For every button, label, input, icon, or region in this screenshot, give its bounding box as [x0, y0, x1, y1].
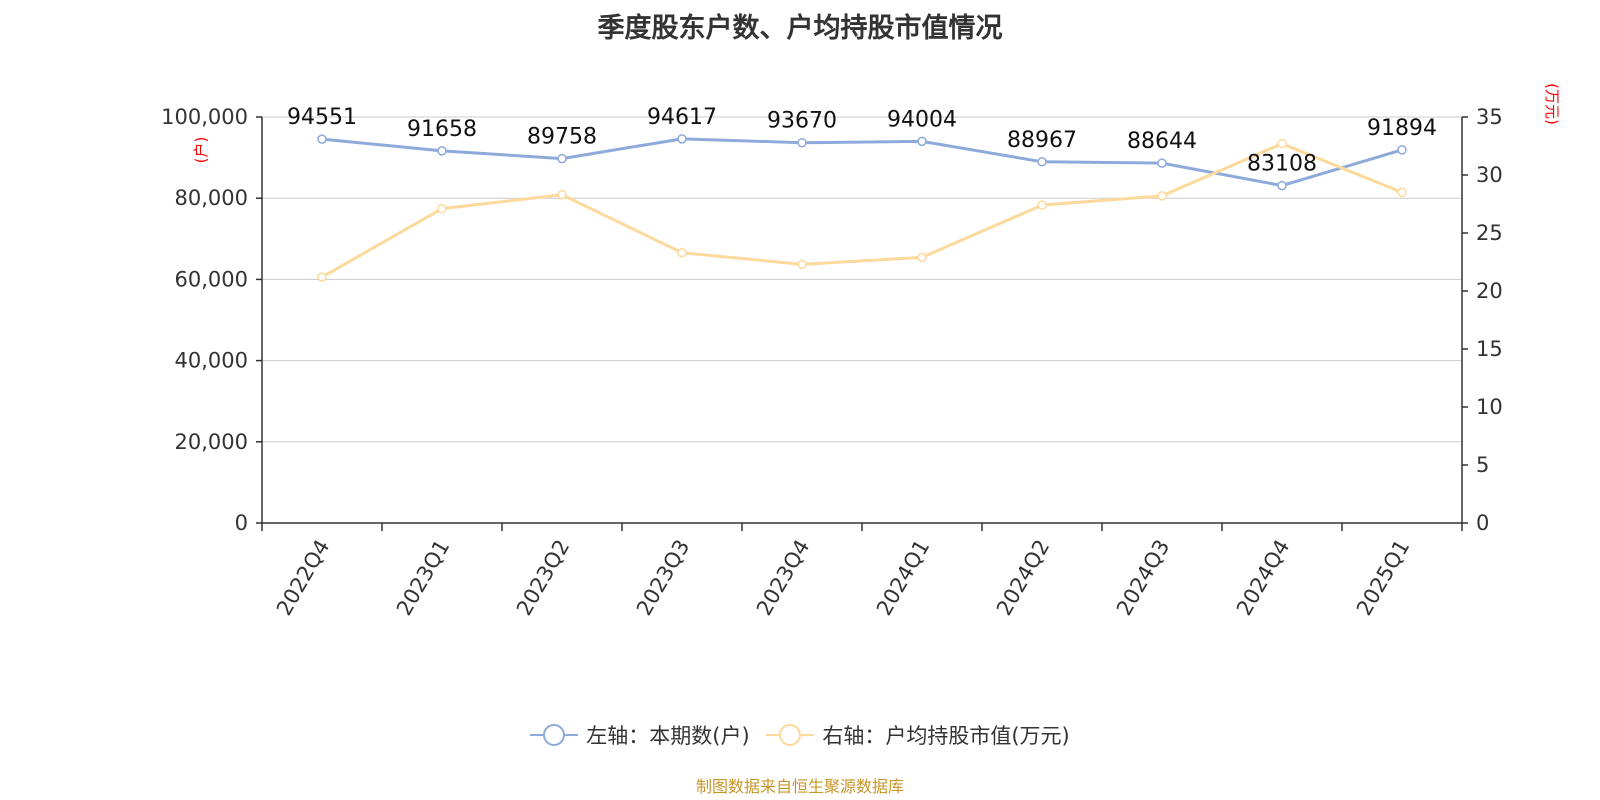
x-axis-category-label: 2022Q4	[272, 536, 334, 620]
value-data-point	[557, 189, 567, 200]
holders-data-label: 94551	[287, 105, 357, 130]
data-labels: 94551 91658 89758 94617 93670 94004 88967 88644…	[287, 105, 1437, 177]
x-axis-category-label: 2023Q3	[632, 536, 694, 620]
holders-data-point	[1397, 145, 1407, 155]
right-axis-tick-label: 0	[1476, 511, 1489, 535]
right-axis-tick-label: 15	[1476, 337, 1503, 361]
legend-item-holders[interactable]: 左轴：本期数(户)	[530, 720, 750, 750]
legend-value-marker-icon	[766, 724, 815, 746]
legend-value-label: 右轴：户均持股市值(万元)	[822, 724, 1070, 748]
chart-title: 季度股东户数、户均持股市值情况	[597, 13, 1003, 44]
holders-data-label: 88644	[1127, 129, 1197, 154]
value-data-point	[797, 259, 807, 270]
left-axis-tick-label: 40,000	[175, 349, 248, 373]
left-axis-tick-label: 0	[235, 511, 248, 535]
holders-data-label: 83108	[1247, 152, 1317, 177]
holders-data-label: 88967	[1007, 128, 1077, 153]
holders-data-point	[677, 134, 687, 144]
right-axis-tick-label: 25	[1476, 221, 1503, 245]
x-axis-category-label: 2024Q2	[992, 536, 1054, 620]
right-axis-tick-label: 10	[1476, 395, 1503, 419]
holders-series-line	[321, 137, 1403, 188]
left-axis-tick-label: 80,000	[175, 186, 248, 210]
holders-data-point	[317, 134, 327, 144]
right-axis-tick-label: 20	[1476, 279, 1503, 303]
left-axis-unit-label: (户)	[192, 137, 210, 164]
x-axis-category-label: 2023Q1	[392, 536, 454, 620]
holders-data-point	[917, 136, 927, 147]
holders-data-label: 93670	[767, 109, 837, 134]
holders-data-point	[797, 137, 807, 148]
holders-data-point	[1277, 180, 1287, 191]
source-note: 制图数据来自恒生聚源数据库	[695, 777, 904, 796]
value-series-line	[321, 142, 1403, 279]
value-data-point	[1037, 200, 1047, 210]
legend-holders-marker-icon	[530, 724, 579, 746]
grid-lines	[262, 116, 1462, 443]
x-axis-category-label: 2023Q2	[512, 536, 574, 620]
holders-data-label: 94004	[887, 107, 957, 132]
value-data-point	[677, 247, 687, 258]
legend-item-value[interactable]: 右轴：户均持股市值(万元)	[766, 720, 1070, 750]
x-axis-category-label: 2024Q4	[1232, 536, 1294, 620]
right-axis-tick-label: 5	[1476, 453, 1489, 477]
holders-data-point	[557, 153, 567, 164]
x-axis-category-label: 2024Q1	[872, 536, 934, 620]
left-axis-tick-label: 20,000	[175, 430, 248, 454]
value-data-point	[437, 203, 447, 214]
left-axis-tick-label: 60,000	[175, 267, 248, 291]
value-data-point	[317, 272, 327, 282]
holders-data-point	[437, 146, 447, 156]
left-axis-tick-label: 100,000	[161, 105, 248, 129]
legend-holders-label: 左轴：本期数(户)	[586, 724, 750, 748]
x-axis-category-label: 2023Q4	[752, 536, 814, 620]
value-data-point	[1397, 187, 1407, 198]
value-data-point	[1277, 138, 1287, 149]
right-axis-tick-label: 35	[1476, 105, 1503, 129]
holders-data-label: 94617	[647, 105, 717, 130]
holders-data-point	[1037, 157, 1047, 167]
holders-data-label: 91894	[1367, 116, 1437, 141]
holders-data-label: 89758	[527, 125, 597, 150]
holders-data-point	[1157, 158, 1167, 168]
right-axis-tick-label: 30	[1476, 163, 1503, 187]
series-lines	[317, 134, 1407, 282]
legend: 左轴：本期数(户) 右轴：户均持股市值(万元)	[0, 720, 1600, 753]
right-axis-unit-label: (万元)	[1543, 83, 1561, 125]
x-axis-category-label: 2024Q3	[1112, 536, 1174, 620]
x-axis-category-label: 2025Q1	[1352, 536, 1414, 620]
value-data-point	[917, 252, 927, 263]
value-data-point	[1157, 191, 1167, 201]
holders-data-label: 91658	[407, 117, 477, 142]
